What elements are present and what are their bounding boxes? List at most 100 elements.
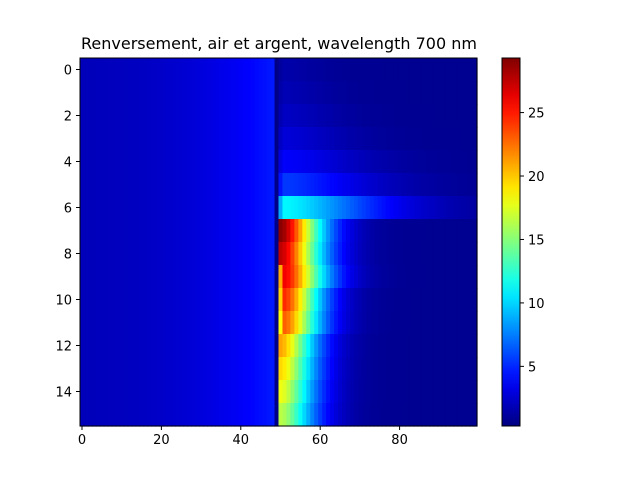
heatmap-cell <box>433 334 438 358</box>
heatmap-cell <box>179 150 184 174</box>
heatmap-cell <box>80 334 85 358</box>
heatmap-cell <box>195 403 200 427</box>
heatmap-cell <box>318 81 323 105</box>
heatmap-cell <box>274 403 280 427</box>
heatmap-cell <box>119 242 125 266</box>
heatmap-cell <box>266 81 272 105</box>
heatmap-cell <box>91 173 97 197</box>
heatmap-cell <box>167 173 172 197</box>
heatmap-cell <box>330 311 335 335</box>
heatmap-cell <box>83 127 89 151</box>
heatmap-cell <box>449 150 454 174</box>
heatmap-cell <box>159 334 164 358</box>
heatmap-cell <box>381 242 387 266</box>
heatmap-cell <box>135 311 141 335</box>
heatmap-cell <box>123 127 129 151</box>
heatmap-cell <box>461 311 466 335</box>
heatmap-cell <box>465 265 470 289</box>
heatmap-cell <box>286 173 292 197</box>
heatmap-cell <box>175 403 180 427</box>
heatmap-cell <box>183 311 188 335</box>
heatmap-cell <box>111 104 117 128</box>
heatmap-cell <box>246 173 252 197</box>
heatmap-cell <box>437 150 442 174</box>
heatmap-cell <box>226 357 232 381</box>
heatmap-cell <box>199 403 204 427</box>
heatmap-cell <box>119 334 125 358</box>
heatmap-cell <box>238 334 244 358</box>
heatmap-cell <box>353 219 359 243</box>
heatmap-cell <box>425 357 430 381</box>
heatmap-cell <box>318 150 323 174</box>
heatmap-cell <box>230 288 236 312</box>
heatmap-cell <box>369 288 375 312</box>
heatmap-cell <box>353 334 359 358</box>
heatmap-cell <box>338 403 343 427</box>
heatmap-cell <box>274 380 280 404</box>
y-tick-label: 4 <box>64 156 72 171</box>
heatmap-cell <box>159 58 164 82</box>
heatmap-cell <box>353 311 359 335</box>
heatmap-cell <box>266 311 272 335</box>
heatmap-cell <box>238 81 244 105</box>
heatmap-cell <box>373 288 379 312</box>
heatmap-cell <box>127 357 133 381</box>
heatmap-cell <box>103 380 109 404</box>
heatmap-cell <box>397 265 403 289</box>
heatmap-cell <box>262 150 268 174</box>
heatmap-cell <box>298 288 303 312</box>
heatmap-cell <box>278 58 284 82</box>
heatmap-cell <box>361 173 367 197</box>
heatmap-cell <box>377 81 383 105</box>
heatmap-cell <box>270 127 276 151</box>
chart-title: Renversement, air et argent, wavelength … <box>81 34 477 53</box>
heatmap-cell <box>286 127 292 151</box>
heatmap-cell <box>457 150 462 174</box>
heatmap-cell <box>298 334 303 358</box>
heatmap-cell <box>214 403 220 427</box>
heatmap-cell <box>203 81 208 105</box>
heatmap-cell <box>365 104 371 128</box>
heatmap-cell <box>365 219 371 243</box>
heatmap-cell <box>159 357 164 381</box>
heatmap-cell <box>135 150 141 174</box>
heatmap-cell <box>421 58 426 82</box>
heatmap-cell <box>302 150 307 174</box>
heatmap-cell <box>409 196 415 220</box>
heatmap-cell <box>322 104 327 128</box>
heatmap-cell <box>167 196 172 220</box>
heatmap-cell <box>429 150 434 174</box>
heatmap-cell <box>163 127 168 151</box>
heatmap-cell <box>230 380 236 404</box>
heatmap-cell <box>441 127 446 151</box>
heatmap-cell <box>115 288 121 312</box>
heatmap-cell <box>389 81 395 105</box>
heatmap-cell <box>99 380 105 404</box>
heatmap-cell <box>290 265 295 289</box>
heatmap-cell <box>417 265 423 289</box>
heatmap-cell <box>254 104 260 128</box>
heatmap-cell <box>222 288 228 312</box>
heatmap-cell <box>449 196 454 220</box>
heatmap-cell <box>171 288 176 312</box>
heatmap-cell <box>87 127 93 151</box>
heatmap-cell <box>349 58 355 82</box>
heatmap-cell <box>441 380 446 404</box>
heatmap-cell <box>250 81 256 105</box>
heatmap-cell <box>107 334 113 358</box>
heatmap-cell <box>115 219 121 243</box>
heatmap-cell <box>369 265 375 289</box>
heatmap-cell <box>425 242 430 266</box>
heatmap-cell <box>191 173 196 197</box>
heatmap-cell <box>155 58 160 82</box>
heatmap-cell <box>290 403 295 427</box>
heatmap-cell <box>294 173 299 197</box>
heatmap-cell <box>254 334 260 358</box>
heatmap-cell <box>127 311 133 335</box>
heatmap-cell <box>155 403 160 427</box>
heatmap-cell <box>226 58 232 82</box>
heatmap-cell <box>310 357 315 381</box>
heatmap-cell <box>330 219 335 243</box>
heatmap-cell <box>234 403 240 427</box>
